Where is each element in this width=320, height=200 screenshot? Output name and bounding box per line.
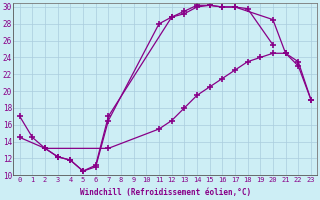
X-axis label: Windchill (Refroidissement éolien,°C): Windchill (Refroidissement éolien,°C) bbox=[80, 188, 251, 197]
